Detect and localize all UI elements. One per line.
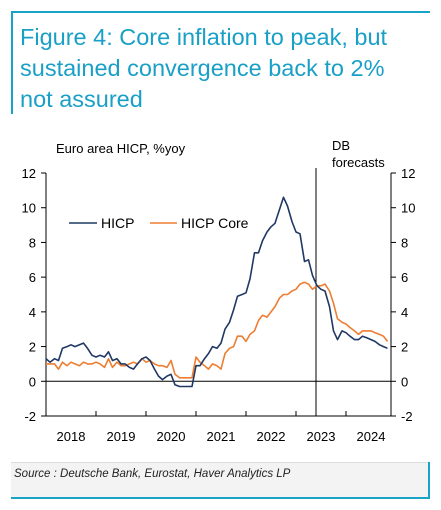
y-tick-label-right: 10 (401, 201, 415, 216)
forecast-label-line-1: DB (332, 138, 350, 153)
y-tick-label-left: 6 (29, 270, 36, 285)
frame-right-rule (428, 462, 430, 499)
y-tick-label-right: 12 (401, 166, 415, 181)
x-tick-label: 2018 (57, 429, 86, 444)
y-tick-label-left: 10 (22, 201, 36, 216)
y-tick-label-left: 12 (22, 166, 36, 181)
y-tick-label-right: -2 (401, 409, 413, 424)
legend-label-hicp-core: HICP Core (181, 215, 249, 231)
y-tick-label-right: 0 (401, 374, 408, 389)
figure-title: Figure 4: Core inflation to peak, but su… (20, 22, 425, 115)
y-tick-label-right: 4 (401, 305, 408, 320)
x-tick-label: 2019 (107, 429, 136, 444)
legend-label-hicp: HICP (101, 215, 134, 231)
y-tick-label-left: 0 (29, 374, 36, 389)
y-tick-label-left: -2 (24, 409, 36, 424)
source-panel (11, 462, 430, 499)
y-tick-label-right: 8 (401, 235, 408, 250)
chart-title: Euro area HICP, %yoy (56, 141, 186, 156)
y-tick-label-right: 2 (401, 340, 408, 355)
frame-top-rule (11, 11, 430, 13)
y-tick-label-left: 2 (29, 340, 36, 355)
figure-title-line-3: not assured (20, 86, 143, 112)
x-tick-label: 2022 (257, 429, 286, 444)
series-line-hicp (45, 196, 388, 388)
frame-bottom-rule (11, 497, 430, 499)
figure-title-line-2: sustained convergence back to 2% (20, 55, 385, 81)
forecast-label-line-2: forecasts (332, 155, 385, 170)
line-chart: Euro area HICP, %yoy DB forecasts -2 -2 0 0… (22, 138, 416, 444)
chart-series (45, 196, 389, 388)
chart-axes: -2 -2 0 0 2 2 4 4 6 6 8 8 10 10 12 12 2018 2019 2020 2021 20… (22, 166, 416, 444)
figure-title-line-1: Figure 4: Core inflation to peak, but (20, 24, 388, 50)
y-tick-label-left: 8 (29, 235, 36, 250)
x-tick-label: 2020 (157, 429, 186, 444)
y-tick-label-right: 6 (401, 270, 408, 285)
chart-legend: HICP HICP Core (69, 215, 249, 231)
y-tick-label-left: 4 (29, 305, 36, 320)
frame-left-rule (11, 11, 13, 114)
source-note: Source : Deutsche Bank, Eurostat, Haver … (14, 468, 291, 480)
x-tick-label: 2024 (357, 429, 386, 444)
series-line-hicp-core (46, 281, 389, 379)
x-tick-label: 2021 (207, 429, 236, 444)
x-tick-label: 2023 (307, 429, 336, 444)
